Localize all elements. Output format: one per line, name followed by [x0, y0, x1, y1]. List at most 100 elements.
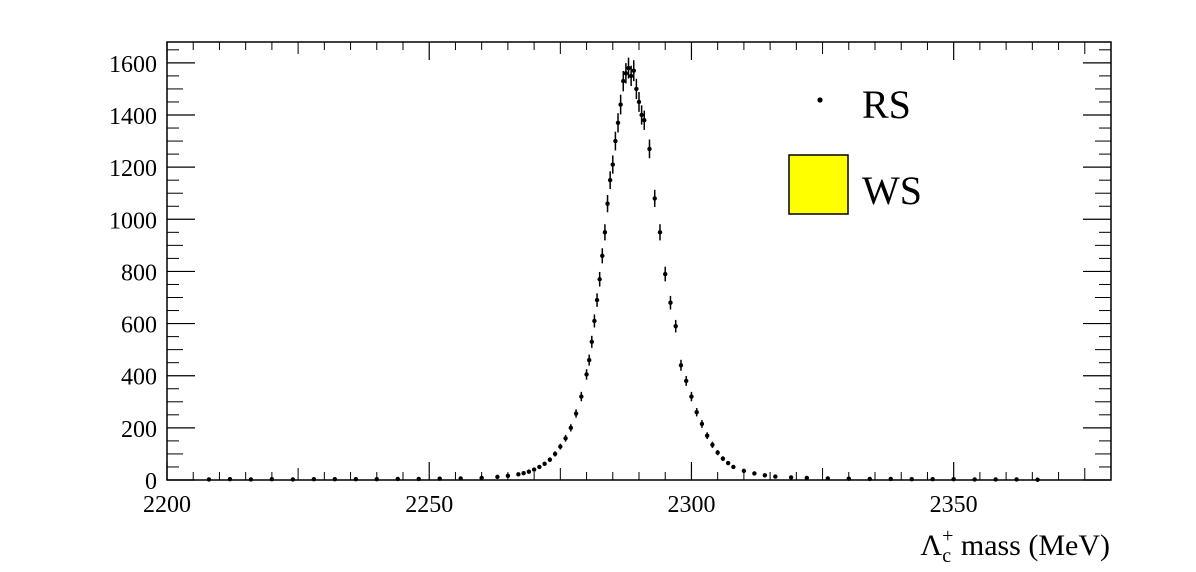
data-point: [642, 110, 647, 130]
y-tick-label: 1400: [109, 104, 157, 130]
data-point: [594, 293, 600, 307]
data-point-marker: [762, 473, 768, 478]
data-point: [573, 409, 579, 418]
data-point-marker: [684, 378, 689, 384]
data-point-marker: [531, 467, 537, 472]
y-tick-label: 1000: [109, 208, 157, 234]
data-point-marker: [594, 297, 600, 303]
data-point-marker: [600, 253, 605, 258]
data-point-marker: [607, 177, 613, 183]
data-point-marker: [332, 477, 338, 482]
data-point: [741, 468, 747, 474]
data-point-marker: [579, 394, 584, 399]
data-point: [607, 171, 613, 190]
data-point-marker: [704, 433, 710, 438]
data-point: [725, 460, 731, 466]
x-axis-title-subscript: c: [942, 545, 951, 567]
data-point-marker: [613, 138, 618, 144]
data-point-marker: [720, 456, 726, 461]
data-point-marker: [626, 65, 631, 71]
data-point-marker: [618, 102, 623, 107]
data-point-marker: [353, 477, 358, 482]
data-point: [623, 63, 629, 84]
y-tick-label: 800: [121, 260, 157, 286]
x-tick-label: 2350: [930, 492, 978, 518]
data-point: [332, 477, 338, 482]
data-point: [715, 450, 720, 456]
data-point-marker: [752, 471, 757, 476]
data-point-marker: [642, 118, 647, 123]
data-point: [579, 391, 584, 402]
data-point: [531, 467, 537, 472]
data-point: [586, 354, 592, 366]
data-point: [600, 248, 605, 264]
x-tick-label: 2300: [667, 492, 715, 518]
data-point: [704, 432, 710, 440]
tick-labels: 2200 2250 2300 2350 0 200 400 600 800 1000 1200 140…: [109, 52, 978, 518]
data-point: [615, 113, 621, 133]
x-axis-title-text: mass (MeV): [953, 529, 1110, 562]
data-point: [634, 78, 639, 100]
data-point-marker: [597, 277, 602, 282]
data-point-marker: [804, 475, 810, 481]
data-point: [694, 408, 699, 417]
y-tick-label: 200: [121, 417, 157, 443]
data-point: [663, 266, 668, 282]
data-point-marker: [592, 318, 597, 324]
data-point: [542, 461, 547, 467]
data-point: [639, 105, 644, 125]
data-point: [613, 131, 618, 151]
data-point: [621, 70, 626, 92]
y-tick-label: 600: [121, 313, 157, 339]
data-point-marker: [602, 230, 608, 235]
data-point-marker: [563, 436, 568, 441]
data-point: [521, 471, 526, 476]
data-point: [752, 471, 757, 476]
data-point: [773, 474, 778, 479]
data-point: [618, 94, 623, 115]
data-point: [547, 457, 553, 463]
data-point: [657, 224, 663, 241]
data-point: [505, 473, 511, 479]
data-point-marker: [657, 230, 663, 235]
data-point-marker: [615, 120, 621, 126]
data-point-marker: [479, 475, 484, 481]
data-point: [720, 456, 726, 461]
data-point-marker: [636, 99, 642, 105]
data-point-marker: [227, 477, 233, 482]
data-point-marker: [731, 464, 736, 470]
data-point: [631, 60, 636, 82]
data-point: [568, 424, 574, 432]
data-point: [516, 472, 521, 477]
data-point-marker: [552, 451, 558, 457]
data-point-marker: [589, 339, 594, 345]
data-point: [479, 475, 484, 481]
legend-rs-label: RS: [862, 82, 911, 127]
data-point: [558, 443, 563, 450]
data-point: [311, 477, 317, 482]
data-point-marker: [495, 474, 500, 480]
data-point: [589, 335, 594, 348]
data-point-marker: [311, 477, 317, 482]
data-point: [804, 475, 810, 481]
data-point: [930, 477, 935, 482]
data-point: [353, 477, 358, 482]
data-point: [678, 359, 684, 371]
legend-ws-swatch: [788, 154, 849, 215]
x-tick-label: 2250: [405, 492, 453, 518]
data-point-marker: [673, 323, 678, 329]
x-axis-title: Λc+ mass (MeV): [920, 525, 1110, 567]
data-point-marker: [558, 444, 563, 449]
y-tick-label: 1200: [109, 156, 157, 182]
data-point: [788, 475, 794, 480]
data-point-marker: [621, 78, 626, 84]
data-point-marker: [689, 394, 694, 399]
data-point: [647, 139, 652, 159]
data-point: [684, 375, 689, 386]
data-point: [699, 420, 705, 428]
data-point: [636, 92, 642, 112]
data-point-marker: [678, 363, 684, 368]
data-point: [526, 469, 532, 474]
data-point-marker: [773, 474, 778, 479]
data-point-marker: [951, 477, 956, 482]
